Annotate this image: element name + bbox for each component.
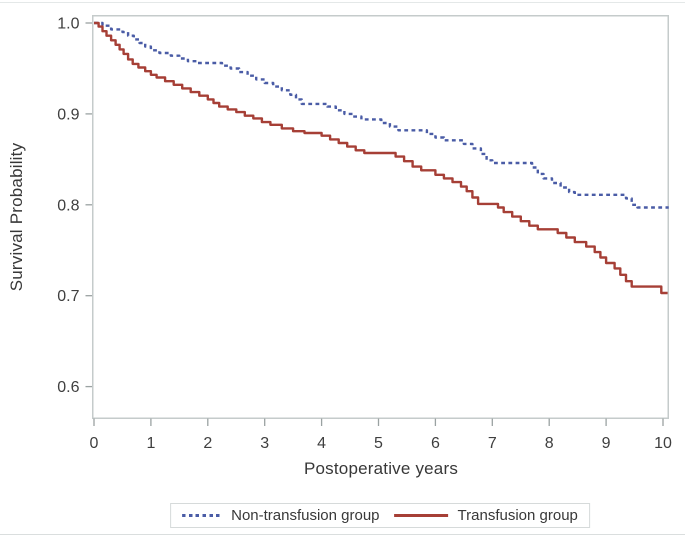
y-axis-ticks: 1.0 0.9 0.8 0.7 0.6	[57, 16, 92, 396]
x-axis-ticks: 0 1 2 3 4 5 6 7 8 9 10	[90, 418, 672, 452]
y-tick-label: 0.6	[57, 379, 79, 396]
legend-dashed-line-swatch	[182, 514, 223, 517]
y-tick-label: 0.8	[57, 197, 79, 214]
x-tick-label: 9	[602, 435, 611, 452]
x-tick-label: 3	[260, 435, 269, 452]
y-axis-title: Survival Probability	[7, 142, 26, 292]
legend-label-transfusion: Transfusion group	[457, 507, 578, 524]
window-top-border	[0, 2, 685, 3]
x-tick-label: 7	[488, 435, 497, 452]
x-tick-label: 10	[654, 435, 672, 452]
x-axis-title: Postoperative years	[303, 459, 459, 478]
window-bottom-border	[0, 534, 685, 535]
x-tick-label: 6	[431, 435, 440, 452]
y-tick-label: 0.9	[57, 106, 79, 123]
x-tick-label: 5	[374, 435, 383, 452]
legend: Non-transfusion group Transfusion group	[170, 503, 590, 528]
x-tick-label: 1	[146, 435, 155, 452]
x-tick-label: 4	[317, 435, 326, 452]
series-non-transfusion	[94, 21, 669, 209]
x-tick-label: 2	[203, 435, 212, 452]
y-tick-label: 0.7	[57, 288, 79, 305]
series-layer	[94, 21, 669, 295]
plot-frame	[92, 15, 669, 419]
x-tick-label: 8	[545, 435, 554, 452]
series-transfusion	[94, 21, 668, 295]
legend-solid-line-swatch	[394, 514, 449, 517]
y-tick-label: 1.0	[57, 16, 79, 33]
x-tick-label: 0	[90, 435, 99, 452]
legend-label-non-transfusion: Non-transfusion group	[231, 507, 380, 524]
